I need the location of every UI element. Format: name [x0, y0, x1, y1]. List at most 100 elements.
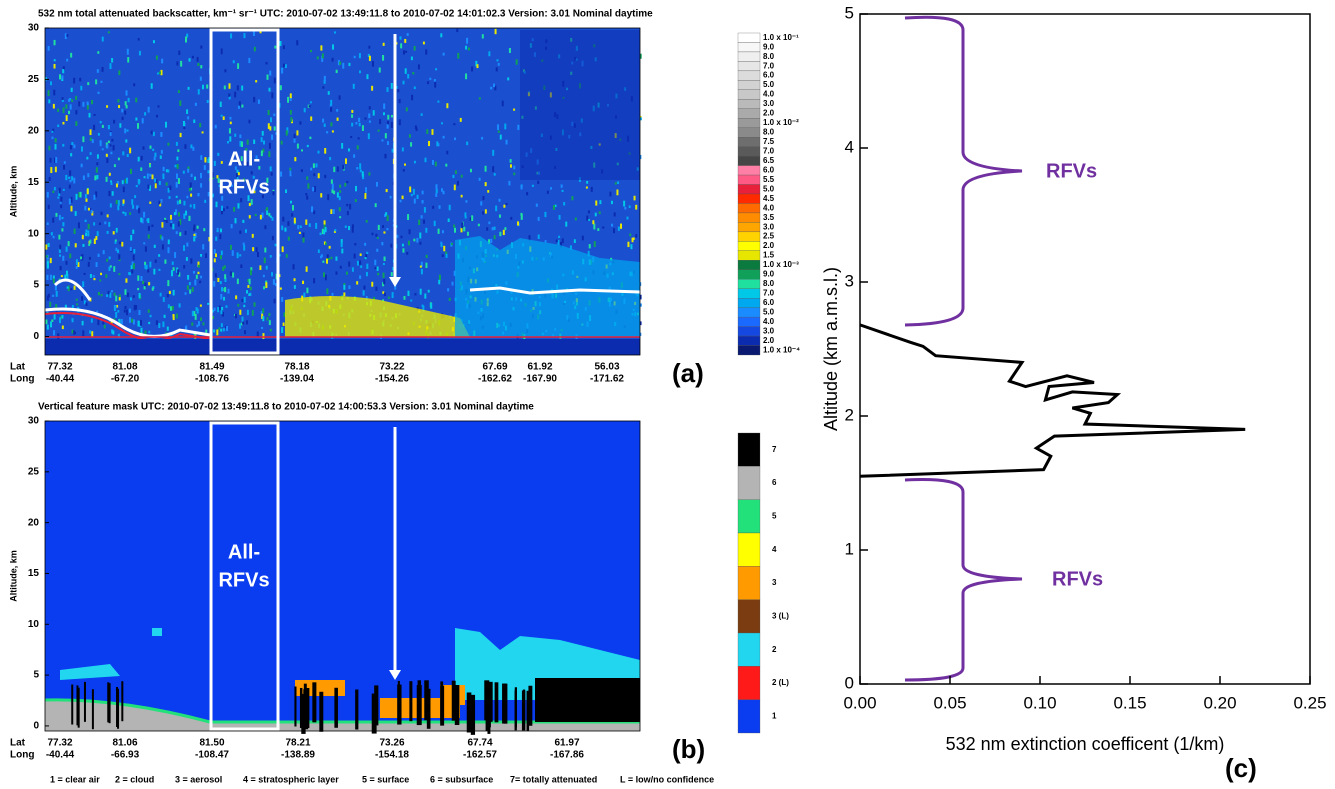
- backscatter-speckle: [222, 328, 225, 332]
- colorbar-cell: [737, 298, 761, 308]
- backscatter-speckle: [62, 66, 65, 70]
- attenuated: [526, 690, 530, 731]
- backscatter-speckle: [93, 124, 96, 131]
- backscatter-speckle: [205, 253, 208, 259]
- backscatter-speckle: [465, 45, 468, 50]
- colorbar-cell: [737, 99, 761, 109]
- backscatter-speckle: [110, 318, 113, 325]
- backscatter-speckle: [203, 165, 206, 170]
- y-tick-label: 15: [28, 568, 40, 579]
- backscatter-speckle: [327, 91, 330, 95]
- colorbar-label: 1.0 x 10⁻²: [763, 118, 799, 127]
- backscatter-speckle: [194, 176, 197, 181]
- backscatter-speckle: [382, 262, 385, 266]
- lat-tick-label: 81.50: [199, 738, 224, 749]
- backscatter-speckle: [494, 28, 497, 35]
- backscatter-speckle: [134, 305, 137, 309]
- backscatter-speckle: [401, 243, 404, 247]
- backscatter-speckle: [135, 185, 138, 188]
- backscatter-speckle: [228, 93, 231, 97]
- backscatter-speckle: [457, 52, 460, 59]
- backscatter-speckle: [82, 330, 85, 336]
- backscatter-speckle: [127, 97, 130, 103]
- backscatter-speckle: [53, 89, 56, 96]
- backscatter-speckle: [251, 233, 254, 238]
- backscatter-speckle: [391, 148, 394, 153]
- backscatter-speckle: [460, 174, 463, 178]
- backscatter-speckle: [253, 189, 256, 194]
- colorbar-cell: [737, 432, 761, 467]
- backscatter-speckle: [484, 209, 487, 214]
- backscatter-speckle: [107, 290, 110, 295]
- backscatter-speckle: [356, 166, 359, 170]
- backscatter-speckle: [360, 265, 363, 268]
- backscatter-speckle: [111, 138, 114, 142]
- backscatter-speckle: [635, 234, 638, 238]
- backscatter-speckle: [132, 295, 135, 298]
- backscatter-speckle: [361, 125, 364, 131]
- backscatter-speckle: [281, 327, 284, 333]
- backscatter-speckle: [537, 216, 540, 221]
- backscatter-speckle: [88, 243, 91, 246]
- backscatter-speckle: [89, 239, 92, 244]
- backscatter-speckle: [135, 97, 138, 103]
- panel-title: Vertical feature mask UTC: 2010-07-02 13…: [38, 402, 534, 413]
- backscatter-speckle: [504, 227, 507, 231]
- backscatter-speckle: [227, 288, 230, 294]
- aerosol-layer: [285, 296, 470, 337]
- colorbar-label: 5.0: [763, 307, 775, 316]
- lat-tick-label: 67.74: [467, 738, 492, 749]
- backscatter-speckle: [68, 99, 71, 102]
- backscatter-speckle: [281, 225, 284, 231]
- backscatter-speckle: [557, 239, 560, 245]
- backscatter-speckle: [110, 290, 113, 293]
- backscatter-speckle: [164, 259, 167, 264]
- backscatter-speckle: [226, 206, 229, 209]
- backscatter-speckle: [513, 172, 516, 176]
- backscatter-speckle: [89, 129, 92, 136]
- backscatter-speckle: [117, 310, 120, 313]
- backscatter-speckle: [133, 83, 136, 87]
- backscatter-speckle: [241, 298, 244, 303]
- backscatter-speckle: [60, 275, 63, 278]
- backscatter-speckle: [250, 199, 253, 205]
- backscatter-speckle: [364, 242, 367, 246]
- backscatter-speckle: [147, 184, 150, 189]
- backscatter-speckle: [153, 268, 156, 275]
- backscatter-speckle: [247, 285, 250, 288]
- backscatter-speckle: [113, 164, 116, 168]
- backscatter-speckle: [220, 48, 223, 55]
- backscatter-speckle: [50, 167, 53, 174]
- backscatter-speckle: [520, 185, 523, 190]
- backscatter-speckle: [368, 55, 371, 61]
- backscatter-speckle: [220, 250, 223, 256]
- backscatter-speckle: [587, 250, 590, 257]
- backscatter-speckle: [236, 252, 239, 259]
- backscatter-speckle: [273, 77, 276, 84]
- backscatter-speckle: [116, 305, 119, 308]
- backscatter-speckle: [216, 175, 219, 179]
- backscatter-speckle: [496, 59, 499, 62]
- backscatter-speckle: [220, 323, 223, 328]
- backscatter-speckle: [146, 218, 149, 222]
- backscatter-speckle: [69, 253, 72, 259]
- backscatter-speckle: [82, 243, 85, 247]
- backscatter-speckle: [265, 61, 268, 65]
- colorbar-label: 2.0: [763, 336, 775, 345]
- backscatter-speckle: [62, 121, 65, 125]
- backscatter-speckle: [126, 177, 129, 184]
- backscatter-speckle: [376, 236, 379, 239]
- backscatter-speckle: [357, 137, 360, 140]
- backscatter-speckle: [188, 58, 191, 62]
- y-tick-label: 0: [845, 673, 854, 692]
- backscatter-speckle: [149, 201, 152, 204]
- backscatter-speckle: [61, 216, 64, 220]
- backscatter-speckle: [383, 112, 386, 116]
- colorbar-label: 7.0: [763, 289, 775, 298]
- backscatter-speckle: [453, 270, 456, 276]
- backscatter-speckle: [189, 182, 192, 188]
- backscatter-speckle: [212, 309, 215, 313]
- backscatter-speckle: [371, 232, 374, 236]
- backscatter-speckle: [267, 109, 270, 116]
